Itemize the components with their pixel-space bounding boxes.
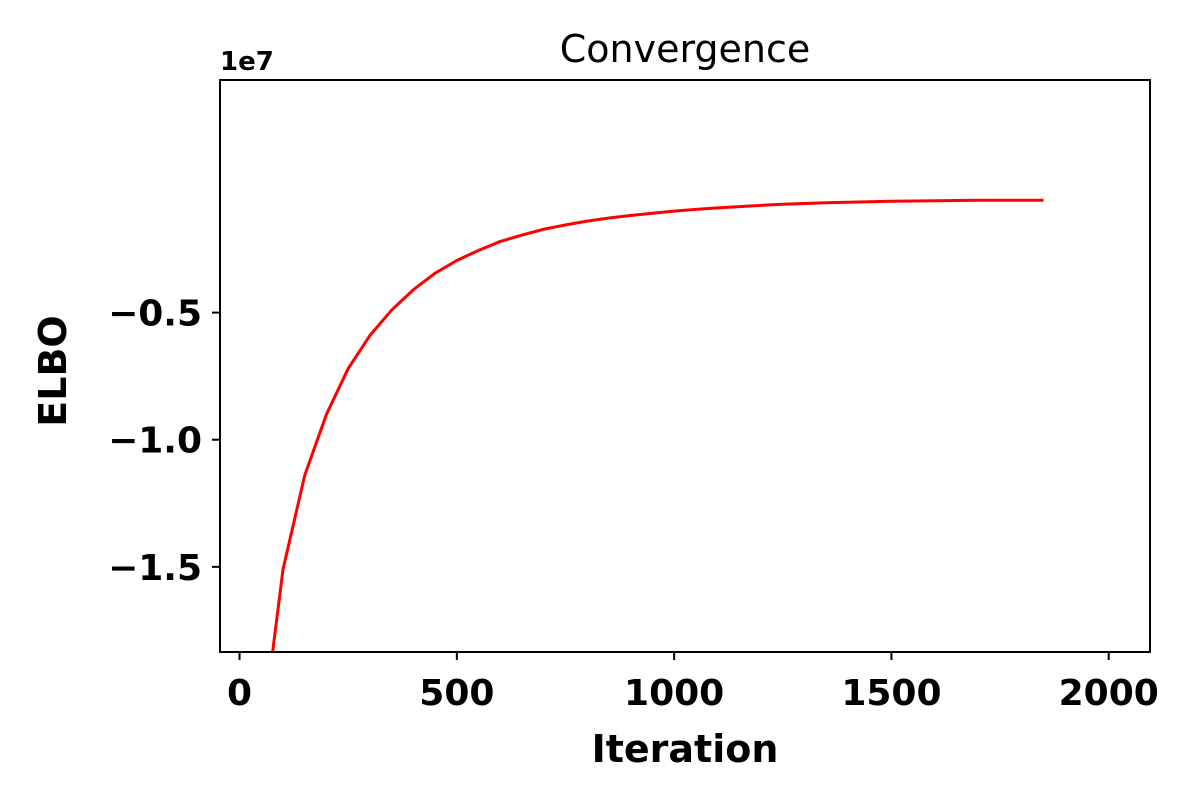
y-tick-label: −1.0 [108,421,202,462]
chart-title: Convergence [560,27,811,71]
x-tick-label: 500 [419,673,494,714]
y-axis: −0.5 −1.0 −1.5 [108,294,220,589]
series-layer [271,198,1044,652]
x-axis-label: Iteration [592,727,779,771]
y-offset-label: 1e7 [220,47,274,77]
x-tick-label: 1500 [841,673,941,714]
y-tick-label: −0.5 [108,294,202,335]
x-tick-label: 0 [227,673,252,714]
y-axis-label: ELBO [31,315,75,426]
plot-frame [219,79,1151,653]
y-tick-label: −1.5 [108,548,202,589]
elbo-line [271,198,1044,652]
x-axis: 0 500 1000 1500 2000 [227,652,1159,714]
x-tick-label: 1000 [624,673,724,714]
x-tick-label: 2000 [1059,673,1159,714]
plot-area [271,198,1044,652]
